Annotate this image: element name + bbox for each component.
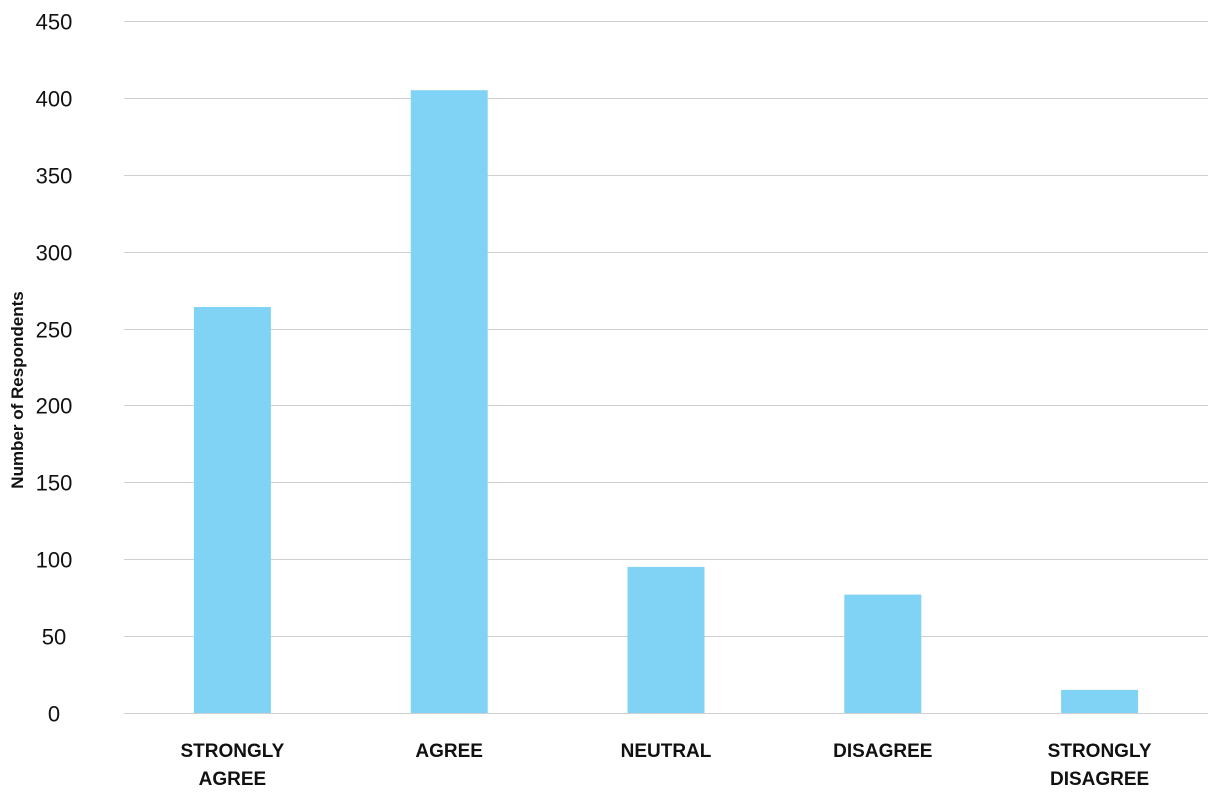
x-category-label: STRONGLY AGREE: [180, 741, 284, 790]
y-tick-label: 300: [36, 241, 73, 266]
x-category-label-line: AGREE: [415, 741, 483, 762]
x-category-label: AGREE: [415, 741, 483, 762]
y-tick-label: 350: [36, 164, 73, 189]
y-tick-label: 200: [36, 394, 73, 419]
y-axis-title: Number of Respondents: [8, 291, 27, 488]
x-category-label: NEUTRAL: [621, 741, 712, 762]
x-category-label-line: STRONGLY: [180, 741, 284, 762]
y-tick-label: 400: [36, 87, 73, 112]
bar-3: [844, 594, 922, 713]
y-tick-label: 250: [36, 318, 73, 343]
x-category-label-line: AGREE: [199, 769, 267, 790]
x-category-label: STRONGLY DISAGREE: [1048, 741, 1152, 790]
bars: [193, 90, 1139, 713]
x-category-label-line: DISAGREE: [1050, 769, 1149, 790]
y-tick-label: 150: [36, 471, 73, 496]
x-category-label-line: STRONGLY: [1048, 741, 1152, 762]
x-category-label-line: NEUTRAL: [621, 741, 712, 762]
bar-0: [193, 307, 271, 713]
bar-1: [410, 90, 488, 713]
y-tick-label: 0: [48, 702, 60, 727]
y-tick-label: 50: [42, 625, 66, 650]
y-axis-ticks: 0 50 100 150 200 250 300 350 400 450: [36, 10, 73, 727]
gridlines: [124, 21, 1208, 714]
bar-2: [627, 566, 705, 713]
x-category-label: DISAGREE: [833, 741, 932, 762]
y-tick-label: 100: [36, 548, 73, 573]
x-category-label-line: DISAGREE: [833, 741, 932, 762]
bar-4: [1061, 689, 1139, 713]
y-tick-label: 450: [36, 10, 73, 35]
